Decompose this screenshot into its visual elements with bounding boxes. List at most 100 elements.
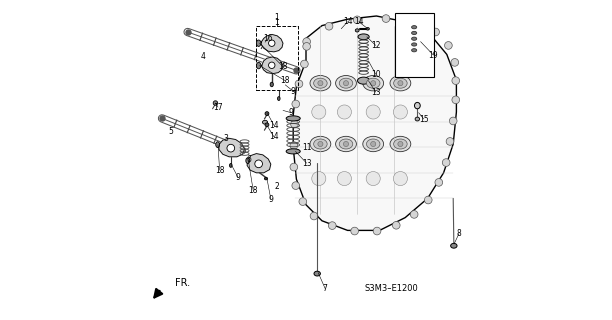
Ellipse shape	[339, 78, 353, 88]
Ellipse shape	[286, 116, 300, 121]
Text: 14: 14	[269, 132, 279, 141]
Circle shape	[325, 22, 333, 30]
Circle shape	[292, 100, 300, 108]
Circle shape	[398, 81, 403, 86]
Circle shape	[435, 179, 442, 186]
Ellipse shape	[314, 271, 321, 276]
Text: 9: 9	[288, 108, 293, 117]
Text: 19: 19	[428, 51, 438, 60]
Polygon shape	[262, 57, 283, 74]
Ellipse shape	[313, 78, 327, 88]
Text: 18: 18	[248, 186, 258, 195]
Ellipse shape	[335, 136, 356, 152]
Text: 18: 18	[280, 76, 290, 85]
Text: 11: 11	[302, 143, 312, 152]
Circle shape	[295, 80, 303, 88]
Ellipse shape	[367, 78, 380, 88]
Circle shape	[371, 81, 376, 86]
Circle shape	[269, 40, 275, 46]
Ellipse shape	[366, 28, 370, 30]
Circle shape	[444, 42, 452, 49]
Ellipse shape	[358, 34, 369, 40]
Polygon shape	[247, 154, 271, 173]
Ellipse shape	[415, 117, 420, 121]
Text: 14: 14	[343, 17, 353, 26]
Text: 6: 6	[247, 155, 252, 164]
Text: 5: 5	[168, 127, 173, 136]
Text: 10: 10	[371, 70, 381, 79]
Text: 15: 15	[419, 115, 428, 124]
Ellipse shape	[363, 76, 384, 91]
Text: 18: 18	[215, 166, 225, 175]
Circle shape	[300, 60, 308, 68]
Bar	[256, 26, 298, 90]
Circle shape	[392, 221, 400, 229]
Text: 13: 13	[371, 88, 381, 97]
Circle shape	[303, 38, 310, 45]
Ellipse shape	[286, 149, 300, 154]
Ellipse shape	[356, 29, 359, 32]
Polygon shape	[293, 16, 457, 230]
Ellipse shape	[394, 78, 407, 88]
Circle shape	[292, 182, 300, 189]
Polygon shape	[219, 138, 245, 157]
Polygon shape	[261, 35, 283, 52]
Ellipse shape	[414, 102, 420, 109]
Circle shape	[351, 227, 359, 235]
Circle shape	[290, 163, 297, 171]
Ellipse shape	[256, 62, 261, 69]
Text: 14: 14	[354, 17, 364, 26]
Circle shape	[451, 59, 458, 66]
Circle shape	[449, 117, 457, 125]
Ellipse shape	[263, 120, 267, 124]
Ellipse shape	[246, 158, 250, 164]
Text: 2: 2	[274, 182, 279, 191]
Ellipse shape	[339, 139, 353, 149]
Text: 8: 8	[457, 229, 461, 238]
Circle shape	[262, 40, 267, 45]
Text: 3: 3	[223, 134, 228, 143]
Circle shape	[373, 227, 381, 235]
Circle shape	[431, 28, 439, 36]
Circle shape	[291, 120, 298, 128]
Circle shape	[343, 141, 349, 147]
Ellipse shape	[313, 139, 327, 149]
Ellipse shape	[390, 76, 411, 91]
Text: 1: 1	[274, 18, 279, 27]
Circle shape	[353, 16, 361, 24]
Circle shape	[213, 101, 218, 105]
Ellipse shape	[390, 136, 411, 152]
Circle shape	[303, 43, 310, 50]
Circle shape	[398, 141, 403, 147]
Text: 14: 14	[269, 121, 279, 130]
Circle shape	[227, 144, 234, 152]
Ellipse shape	[264, 177, 267, 180]
Text: 9: 9	[291, 87, 296, 96]
Circle shape	[312, 172, 326, 186]
Circle shape	[452, 77, 460, 84]
Circle shape	[312, 105, 326, 119]
Ellipse shape	[335, 76, 356, 91]
Text: 16: 16	[263, 34, 273, 43]
Text: FR.: FR.	[175, 278, 190, 288]
Ellipse shape	[367, 139, 380, 149]
Ellipse shape	[412, 26, 417, 29]
Ellipse shape	[363, 136, 384, 152]
Ellipse shape	[412, 31, 417, 35]
Ellipse shape	[412, 37, 417, 40]
Ellipse shape	[310, 136, 331, 152]
Text: 1: 1	[274, 13, 279, 22]
Circle shape	[290, 142, 297, 149]
Ellipse shape	[256, 40, 261, 46]
Circle shape	[337, 172, 351, 186]
Circle shape	[265, 112, 269, 116]
Circle shape	[410, 211, 418, 218]
Ellipse shape	[450, 243, 457, 248]
Circle shape	[310, 212, 318, 220]
Text: 18: 18	[278, 62, 288, 71]
Ellipse shape	[270, 82, 274, 87]
Text: S3M3–E1200: S3M3–E1200	[365, 284, 419, 293]
Circle shape	[269, 62, 275, 68]
Ellipse shape	[310, 76, 331, 91]
Circle shape	[299, 198, 307, 205]
